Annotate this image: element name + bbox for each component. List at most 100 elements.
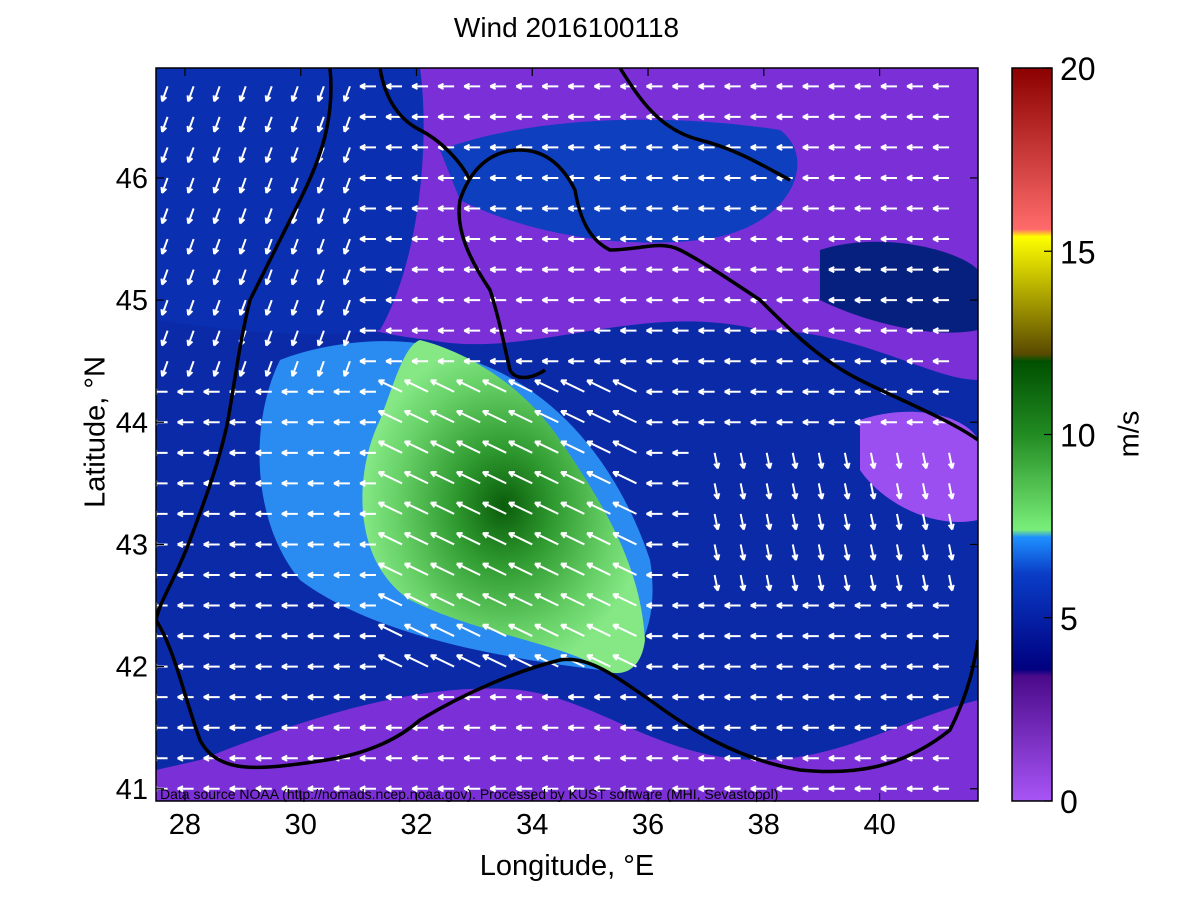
wind-arrow xyxy=(489,113,507,121)
wind-arrow xyxy=(586,501,611,515)
wind-arrow xyxy=(264,330,273,347)
wind-arrow xyxy=(411,754,429,762)
wind-arrow xyxy=(229,418,246,426)
wind-arrow xyxy=(281,418,298,426)
wind-arrow xyxy=(342,269,351,286)
wind-arrow xyxy=(437,174,455,182)
wind-arrow xyxy=(906,204,924,213)
wind-arrow xyxy=(724,693,741,701)
wind-arrow xyxy=(482,593,507,607)
wind-arrow xyxy=(776,724,793,732)
wind-arrow xyxy=(429,471,455,485)
wind-arrow xyxy=(854,693,871,701)
wind-arrow xyxy=(932,632,950,640)
wind-arrow xyxy=(229,571,246,579)
wind-arrow xyxy=(377,654,403,668)
wind-arrow xyxy=(281,510,298,518)
wind-arrow xyxy=(560,501,585,515)
wind-arrow xyxy=(482,532,507,546)
wind-arrow xyxy=(508,654,533,668)
chart-title: Wind 2016100118 xyxy=(453,12,680,43)
wind-arrow xyxy=(316,116,325,133)
wind-arrow xyxy=(880,693,897,701)
wind-arrow xyxy=(429,593,455,607)
wind-arrow xyxy=(229,602,246,610)
wind-arrow xyxy=(255,602,272,610)
x-axis: 28 30 32 34 36 38 40 xyxy=(169,68,896,841)
wind-arrow xyxy=(854,174,871,182)
wind-arrow xyxy=(455,593,481,607)
wind-arrow xyxy=(508,562,533,576)
wind-arrow xyxy=(906,296,924,304)
wind-arrow xyxy=(750,113,767,121)
wind-arrow xyxy=(316,269,325,286)
wind-arrow xyxy=(698,327,715,335)
wind-arrow xyxy=(212,85,221,103)
wind-arrow xyxy=(359,235,376,243)
wind-arrow xyxy=(515,327,533,335)
wind-arrow xyxy=(534,623,559,637)
wind-arrow xyxy=(698,785,715,793)
wind-arrow xyxy=(333,785,350,793)
wind-arrow xyxy=(359,510,376,518)
wind-arrow xyxy=(750,143,767,151)
wind-arrow xyxy=(307,663,324,671)
wind-arrow xyxy=(264,269,273,286)
wind-arrow xyxy=(791,513,799,531)
wind-arrow xyxy=(646,174,663,182)
wind-arrow xyxy=(160,269,169,286)
east-navy-zone xyxy=(820,241,978,333)
wind-arrow xyxy=(429,379,455,393)
wind-arrow xyxy=(947,544,955,561)
wind-arrow xyxy=(921,574,929,592)
wind-arrow xyxy=(359,540,376,548)
wind-arrow xyxy=(316,238,325,255)
wind-arrow xyxy=(455,471,481,485)
wind-arrow xyxy=(342,238,351,255)
wind-arrow xyxy=(455,623,481,637)
wind-arrow xyxy=(429,654,455,668)
wind-arrow xyxy=(359,663,376,671)
wind-arrow xyxy=(646,357,663,365)
wind-arrow xyxy=(895,513,903,531)
wind-arrow xyxy=(186,177,195,194)
wind-arrow xyxy=(489,266,507,274)
wind-arrow xyxy=(429,623,455,637)
wind-arrow xyxy=(281,388,298,396)
wind-arrow xyxy=(586,532,611,546)
wind-arrow xyxy=(880,327,897,335)
wind-arrow xyxy=(593,143,611,151)
wind-arrow xyxy=(489,82,507,90)
wind-arrow xyxy=(359,724,376,732)
wind-arrow xyxy=(463,113,481,121)
wind-arrow xyxy=(932,357,950,365)
wind-arrow xyxy=(698,174,715,182)
wind-arrow xyxy=(932,266,950,274)
plot-frame xyxy=(155,67,979,802)
wind-arrow xyxy=(290,330,299,347)
x-tick-label: 32 xyxy=(400,809,432,841)
wind-arrow xyxy=(880,602,897,610)
wind-arrow xyxy=(854,388,871,396)
wind-arrow xyxy=(791,483,799,500)
wind-arrow xyxy=(646,632,663,640)
wind-arrow xyxy=(307,785,324,793)
wind-arrow xyxy=(541,235,559,243)
wind-arrow xyxy=(203,693,220,701)
wind-arrow xyxy=(593,82,611,90)
wind-arrow xyxy=(739,544,747,561)
wind-arrow xyxy=(672,113,689,121)
wind-arrow xyxy=(264,208,273,225)
wind-arrow xyxy=(802,357,819,365)
wind-arrow xyxy=(724,113,741,121)
wind-arrow xyxy=(385,204,403,213)
wind-arrow xyxy=(620,113,637,121)
wind-arrow xyxy=(854,82,871,90)
wind-arrow xyxy=(177,632,194,640)
wind-arrow xyxy=(212,177,221,194)
wind-arrow xyxy=(750,235,767,243)
wind-arrow xyxy=(281,754,298,762)
wind-arrow xyxy=(932,327,950,335)
wind-arrow xyxy=(482,471,507,485)
wind-arrow xyxy=(672,693,689,701)
